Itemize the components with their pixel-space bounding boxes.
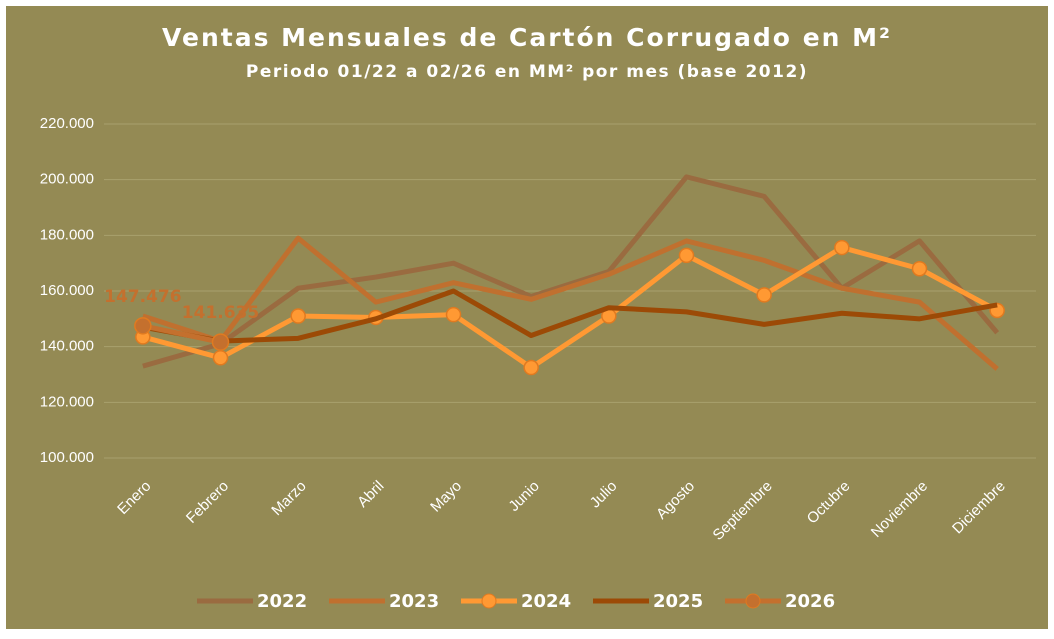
legend-label: 2025 xyxy=(653,591,703,612)
series-line xyxy=(142,323,222,345)
legend-marker xyxy=(481,593,497,609)
legend-label: 2026 xyxy=(785,591,835,612)
data-label: 147.476 xyxy=(104,287,181,307)
series-line xyxy=(142,174,1000,369)
data-point xyxy=(678,247,695,264)
series-line xyxy=(142,288,998,344)
legend-label: 2022 xyxy=(257,591,307,612)
data-point xyxy=(211,333,230,351)
data-point xyxy=(834,239,850,256)
legend-label: 2023 xyxy=(389,591,439,612)
data-point xyxy=(911,260,928,277)
series-line xyxy=(142,235,999,371)
y-tick-label: 120.000 xyxy=(40,393,94,410)
y-tick-label: 140.000 xyxy=(40,338,94,355)
data-point xyxy=(523,359,539,376)
y-tick-label: 100.000 xyxy=(40,449,94,466)
data-point xyxy=(756,287,772,303)
y-tick-label: 200.000 xyxy=(40,171,94,188)
y-tick-label: 180.000 xyxy=(40,226,94,243)
data-point xyxy=(445,306,462,323)
y-tick-label: 160.000 xyxy=(40,282,94,299)
chart-title: Ventas Mensuales de Cartón Corrugado en … xyxy=(162,23,892,52)
data-point xyxy=(290,308,306,324)
data-point xyxy=(212,350,229,366)
series-line xyxy=(142,245,999,371)
y-tick-label: 220.000 xyxy=(40,115,94,132)
data-label: 141.635 xyxy=(182,303,259,323)
chart-subtitle: Periodo 01/22 a 02/26 en MM² por mes (ba… xyxy=(246,62,808,82)
legend-marker xyxy=(745,593,761,609)
legend-label: 2024 xyxy=(521,591,571,612)
data-point xyxy=(134,317,152,335)
